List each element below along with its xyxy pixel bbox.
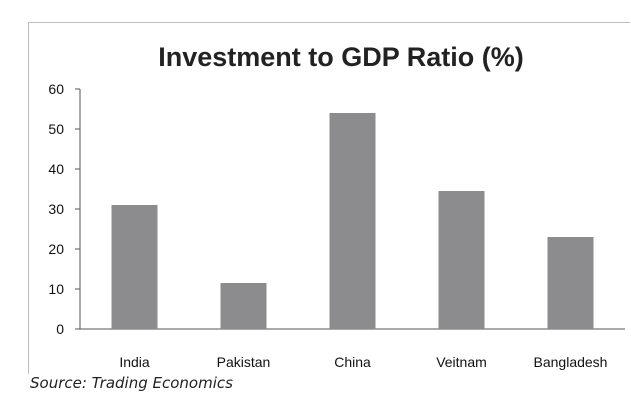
- y-tick-label: 50: [48, 121, 64, 137]
- x-tick-label: Pakistan: [217, 354, 271, 370]
- bar-china: [329, 113, 376, 329]
- x-tick-label: Bangladesh: [534, 354, 608, 370]
- bars: [111, 113, 594, 329]
- category-labels: India Pakistan China Veitnam Bangladesh: [119, 354, 607, 370]
- y-tick-label: 30: [48, 201, 64, 217]
- bar-bangladesh: [547, 237, 594, 329]
- x-tick-label: Veitnam: [436, 354, 487, 370]
- x-tick-label: China: [334, 354, 371, 370]
- y-tick-label: 0: [56, 321, 64, 337]
- x-tick-label: India: [119, 354, 150, 370]
- y-tick-label: 40: [48, 161, 64, 177]
- chart-frame: [28, 22, 630, 374]
- y-tick-label: 10: [48, 281, 64, 297]
- y-tick-label: 20: [48, 241, 64, 257]
- source-note: Source: Trading Economics: [30, 374, 233, 392]
- bar-pakistan: [220, 283, 267, 329]
- bar-veitnam: [438, 191, 485, 329]
- y-axis-ticks: 0 10 20 30 40 50 60: [48, 81, 80, 337]
- y-tick-label: 60: [48, 81, 64, 97]
- bar-india: [111, 205, 158, 329]
- chart-title: Investment to GDP Ratio (%): [158, 42, 524, 72]
